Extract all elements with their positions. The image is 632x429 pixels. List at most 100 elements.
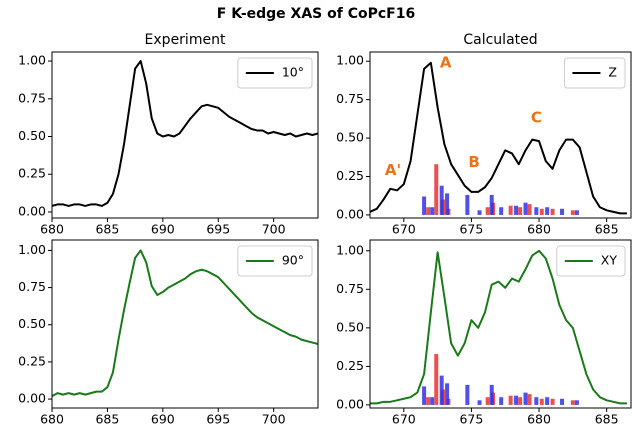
stick — [422, 196, 427, 215]
y-tick-label: 0.75 — [18, 90, 46, 105]
stick — [527, 204, 532, 215]
stick — [514, 395, 519, 405]
x-tick-label: 680 — [40, 222, 64, 237]
stick — [545, 397, 550, 405]
stick — [426, 397, 431, 405]
stick — [426, 207, 431, 215]
stick — [545, 207, 550, 215]
axes-frame — [369, 239, 632, 409]
stick — [465, 384, 470, 405]
stick — [430, 397, 435, 405]
plot-area — [370, 61, 627, 215]
y-tick-label: 1.00 — [336, 53, 364, 68]
subplot-title: Experiment — [145, 32, 226, 48]
stick — [560, 208, 565, 215]
line — [370, 249, 627, 405]
stick — [434, 354, 439, 405]
plot-area — [370, 249, 627, 405]
x-tick-label: 695 — [206, 222, 230, 237]
subplot: 680 685 690 695 700 0.00 0.25 0.50 0.75 1.00 90° — [18, 239, 319, 427]
stick — [539, 398, 544, 405]
y-tick-label: 1.00 — [18, 53, 46, 68]
x-tick-label: 675 — [459, 412, 483, 427]
x-tick-label: 690 — [151, 222, 175, 237]
y-tick-label: 0.00 — [18, 203, 46, 218]
plot-area — [52, 60, 318, 207]
stick — [574, 400, 579, 405]
x-tick-label: 680 — [527, 222, 551, 237]
y-tick-label: 0.75 — [336, 91, 364, 106]
legend-frame — [237, 245, 313, 277]
x-tick-label: 675 — [459, 222, 483, 237]
x-tick-label: 685 — [595, 412, 619, 427]
annotation: A' — [385, 161, 401, 179]
legend: Z — [563, 57, 626, 89]
y-tick-label: 0.00 — [18, 391, 46, 406]
stick — [534, 397, 539, 405]
stick — [430, 207, 435, 215]
y-tick-label: 0.25 — [18, 166, 46, 181]
stick — [489, 384, 494, 405]
stick — [534, 207, 539, 215]
axes-frame — [51, 239, 319, 409]
y-tick-label: 1.00 — [336, 242, 364, 257]
stick — [518, 397, 523, 405]
figure-title: F K-edge XAS of CoPcF16 — [217, 6, 415, 22]
annotation: C — [531, 109, 542, 127]
stick — [434, 164, 439, 215]
stick — [477, 210, 482, 215]
stick — [422, 386, 427, 405]
stick — [574, 210, 579, 215]
legend-frame — [237, 57, 313, 89]
y-tick-label: 0.50 — [18, 128, 46, 143]
annotation: B — [468, 153, 479, 171]
stick — [499, 397, 504, 405]
plot-area — [52, 249, 318, 397]
x-tick-label: 700 — [262, 222, 286, 237]
stick — [539, 208, 544, 215]
stick — [489, 194, 494, 215]
x-tick-label: 690 — [151, 412, 175, 427]
legend: 10° — [237, 57, 313, 89]
stick — [523, 202, 528, 215]
x-tick-label: 685 — [95, 412, 119, 427]
stick — [518, 207, 523, 215]
x-tick-label: 680 — [527, 412, 551, 427]
stick — [445, 383, 450, 405]
stick — [508, 395, 513, 405]
x-tick-label: 670 — [392, 222, 416, 237]
x-tick-label: 700 — [262, 412, 286, 427]
stick — [439, 185, 444, 215]
annotation: A — [440, 53, 452, 71]
subplot: 670 675 680 685 0.00 0.25 0.50 0.75 1.00 XY — [336, 239, 632, 427]
stick — [508, 205, 513, 215]
stick — [445, 193, 450, 215]
stick — [477, 400, 482, 405]
axes-frame — [51, 51, 319, 219]
stick — [560, 398, 565, 405]
stick — [527, 394, 532, 405]
stick — [523, 392, 528, 405]
stick — [514, 205, 519, 215]
y-tick-label: 0.50 — [336, 319, 364, 334]
legend-label: Z — [608, 65, 617, 80]
stick — [439, 375, 444, 405]
legend-label: 90° — [282, 253, 304, 268]
x-tick-label: 680 — [40, 412, 64, 427]
y-tick-label: 0.50 — [336, 130, 364, 145]
x-tick-label: 695 — [206, 412, 230, 427]
stick — [499, 207, 504, 215]
legend-label: 10° — [282, 65, 304, 80]
stick — [485, 207, 490, 215]
legend: 90° — [237, 245, 313, 277]
y-tick-label: 0.50 — [18, 316, 46, 331]
subplot: Calculated A' A B C 670 675 680 685 0.00 0.25 0.50 0… — [336, 32, 632, 237]
stick — [465, 194, 470, 215]
subplot-title: Calculated — [463, 32, 537, 48]
line — [370, 61, 627, 215]
y-tick-label: 0.25 — [336, 358, 364, 373]
line — [52, 60, 318, 207]
legend: XY — [556, 245, 626, 277]
y-tick-label: 0.25 — [18, 353, 46, 368]
axes-frame — [369, 51, 632, 219]
